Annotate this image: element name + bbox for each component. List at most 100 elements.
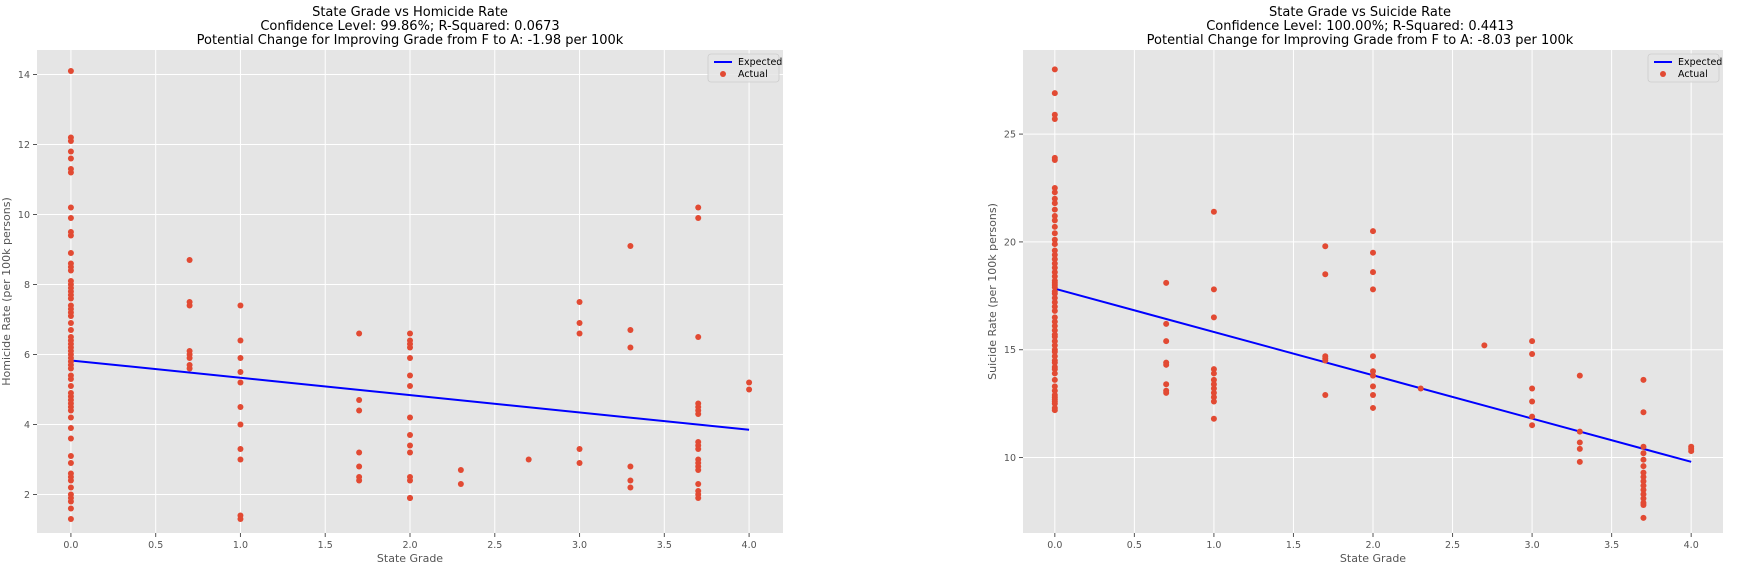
actual-data-point bbox=[1051, 333, 1058, 340]
actual-data-point bbox=[1051, 303, 1058, 310]
actual-data-point bbox=[67, 484, 74, 491]
x-tick-label: 3.0 bbox=[1525, 540, 1540, 551]
actual-data-point bbox=[1210, 370, 1217, 377]
y-tick-label: 4 bbox=[24, 420, 30, 431]
actual-data-point bbox=[1163, 320, 1170, 327]
y-tick-label: 8 bbox=[24, 280, 30, 291]
actual-data-point bbox=[695, 495, 702, 501]
actual-data-point bbox=[67, 435, 74, 442]
actual-data-point bbox=[1210, 208, 1217, 215]
actual-data-point bbox=[1640, 376, 1647, 383]
actual-data-point bbox=[1640, 409, 1647, 416]
actual-data-point bbox=[1051, 318, 1058, 325]
actual-data-point bbox=[1051, 195, 1058, 202]
actual-data-point bbox=[1370, 249, 1376, 256]
actual-data-point bbox=[746, 386, 753, 393]
actual-data-point bbox=[1051, 387, 1058, 394]
actual-data-point bbox=[1688, 448, 1695, 455]
chart-panel-suicide: State Grade vs Suicide Rate Confidence L… bbox=[986, 5, 1723, 565]
actual-data-point bbox=[1051, 342, 1058, 349]
actual-data-point bbox=[186, 302, 193, 309]
x-tick-label: 0.0 bbox=[1047, 540, 1062, 551]
x-tick-label: 0.0 bbox=[63, 540, 78, 551]
actual-data-point bbox=[1529, 413, 1536, 420]
actual-data-point bbox=[67, 460, 74, 466]
actual-data-point bbox=[695, 467, 702, 473]
actual-data-point bbox=[1051, 314, 1058, 321]
actual-data-point bbox=[407, 372, 413, 379]
plot-area: 0.0 0.5 1.0 1.5 2.0 2.5 3.0 3.5 4.0 10 15 20 25 State… bbox=[986, 50, 1723, 565]
actual-data-point bbox=[407, 449, 413, 456]
y-tick-label: 2 bbox=[24, 490, 30, 501]
actual-data-point bbox=[1210, 385, 1217, 392]
chart-title-line-2: Confidence Level: 99.86%; R-Squared: 0.0… bbox=[260, 19, 559, 34]
actual-data-point bbox=[356, 407, 363, 414]
actual-data-point bbox=[67, 376, 74, 382]
actual-data-point bbox=[67, 505, 74, 512]
actual-data-point bbox=[1051, 260, 1058, 267]
x-tick-label: 1.0 bbox=[233, 540, 248, 551]
actual-data-point bbox=[576, 320, 583, 326]
actual-data-point bbox=[1051, 116, 1058, 122]
actual-data-point bbox=[1163, 361, 1170, 368]
actual-data-point bbox=[1370, 228, 1376, 235]
actual-data-point bbox=[1576, 428, 1583, 435]
y-tick-label: 10 bbox=[18, 210, 30, 221]
y-tick-label: 25 bbox=[1004, 130, 1016, 141]
actual-data-point bbox=[67, 407, 74, 414]
actual-data-point bbox=[356, 330, 363, 337]
legend-label-expected: Expected bbox=[1678, 57, 1722, 68]
actual-data-point bbox=[1529, 398, 1536, 405]
expected-regression-line bbox=[70, 359, 750, 431]
actual-data-point bbox=[1370, 404, 1376, 411]
actual-data-point bbox=[1529, 351, 1536, 358]
actual-data-point bbox=[67, 155, 74, 162]
actual-data-point bbox=[1210, 394, 1217, 401]
actual-data-point bbox=[1051, 185, 1058, 191]
actual-data-point bbox=[1051, 323, 1058, 329]
legend-label-actual: Actual bbox=[1678, 69, 1708, 80]
actual-data-point bbox=[1051, 383, 1058, 390]
x-tick-label: 2.5 bbox=[487, 540, 502, 551]
actual-data-point bbox=[407, 432, 413, 438]
actual-data-point bbox=[1370, 286, 1376, 293]
actual-data-point bbox=[695, 481, 702, 487]
actual-data-point bbox=[1051, 348, 1058, 355]
actual-data-point bbox=[1051, 376, 1058, 383]
actual-data-point bbox=[1051, 299, 1058, 306]
actual-data-point bbox=[695, 334, 702, 340]
actual-data-point bbox=[1640, 469, 1647, 476]
actual-data-point bbox=[1051, 251, 1058, 258]
actual-data-point bbox=[1417, 385, 1424, 392]
actual-data-point bbox=[67, 138, 74, 144]
legend-point-swatch bbox=[1660, 71, 1666, 77]
actual-data-point bbox=[67, 204, 74, 211]
actual-data-point bbox=[457, 481, 464, 487]
actual-data-point bbox=[237, 337, 244, 344]
x-tick-label: 0.5 bbox=[148, 540, 163, 551]
actual-data-point bbox=[1051, 200, 1058, 207]
actual-data-point bbox=[1051, 273, 1058, 280]
actual-data-point bbox=[457, 467, 464, 473]
actual-data-point bbox=[1322, 357, 1329, 364]
actual-data-point bbox=[1640, 463, 1647, 470]
actual-data-point bbox=[407, 495, 413, 501]
x-tick-label: 2.0 bbox=[402, 540, 417, 551]
actual-data-point bbox=[1210, 376, 1217, 383]
actual-data-point bbox=[1640, 443, 1647, 450]
x-axis-label: State Grade bbox=[377, 552, 443, 565]
actual-data-point bbox=[1370, 353, 1376, 360]
actual-data-point bbox=[1640, 514, 1647, 521]
actual-data-point bbox=[407, 383, 413, 389]
actual-data-point bbox=[1051, 236, 1058, 243]
actual-data-point bbox=[67, 425, 74, 431]
actual-data-point bbox=[67, 295, 74, 302]
actual-data-point bbox=[1576, 458, 1583, 465]
actual-data-point bbox=[67, 414, 74, 421]
actual-data-point bbox=[237, 446, 244, 452]
actual-data-point bbox=[1322, 392, 1329, 398]
actual-data-point bbox=[67, 383, 74, 389]
y-axis-label: Suicide Rate (per 100k persons) bbox=[986, 203, 999, 380]
actual-data-point bbox=[1640, 491, 1647, 498]
actual-data-point bbox=[407, 344, 413, 351]
